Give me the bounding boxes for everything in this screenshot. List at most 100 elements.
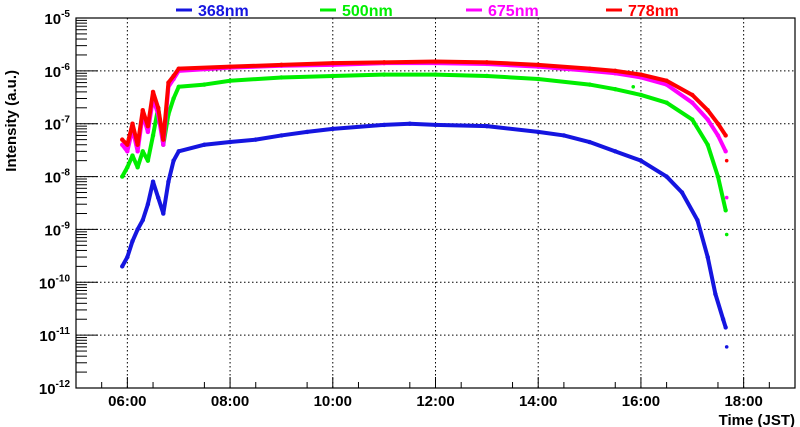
data-point-368nm xyxy=(536,129,541,135)
data-point-368nm xyxy=(330,126,335,132)
data-point-368nm xyxy=(202,142,207,147)
data-point-500nm xyxy=(715,174,721,179)
data-point-778nm xyxy=(145,123,151,129)
data-point-500nm xyxy=(330,73,335,79)
data-point-675nm xyxy=(690,100,695,105)
x-tick-label: 18:00 xyxy=(724,393,762,410)
data-point-778nm xyxy=(161,137,166,142)
data-point-500nm xyxy=(140,149,145,154)
x-axis-label: Time (JST) xyxy=(719,412,795,427)
y-tick-exponent: -10 xyxy=(56,273,71,284)
data-point-368nm xyxy=(561,133,567,138)
data-point-500nm xyxy=(120,174,125,179)
data-point-778nm xyxy=(135,142,140,147)
x-tick-label: 12:00 xyxy=(416,393,454,410)
data-point-368nm xyxy=(705,254,710,260)
data-point-500nm xyxy=(125,165,130,170)
y-tick-base: 10 xyxy=(44,170,61,187)
data-point-368nm xyxy=(171,158,176,163)
data-point-368nm xyxy=(145,202,151,207)
data-point-778nm xyxy=(171,73,176,79)
data-point-778nm xyxy=(120,137,125,142)
data-point-368nm xyxy=(679,190,685,195)
data-point-368nm xyxy=(713,291,718,297)
data-point-368nm xyxy=(130,238,135,244)
data-point-675nm xyxy=(145,129,151,135)
x-tick-label: 08:00 xyxy=(211,393,249,410)
data-point-368nm xyxy=(166,179,171,184)
data-point-675nm xyxy=(161,142,166,147)
data-point-368nm xyxy=(433,122,438,128)
y-axis-label: Intensity (a.u.) xyxy=(3,70,20,172)
data-point-500nm xyxy=(279,75,284,80)
legend-label-675nm: 675nm xyxy=(488,3,539,20)
data-point-368nm xyxy=(155,195,161,200)
y-tick-base: 10 xyxy=(39,381,56,398)
y-tick-label: 10-10 xyxy=(39,273,71,292)
data-point-500nm xyxy=(202,82,207,87)
data-point-368nm xyxy=(695,217,700,223)
data-point-500nm xyxy=(587,82,592,87)
data-point-675nm xyxy=(705,117,710,122)
data-point-778nm xyxy=(130,121,135,126)
y-tick-base: 10 xyxy=(44,64,61,81)
data-point-368nm xyxy=(125,254,130,260)
data-point-500nm xyxy=(433,72,438,77)
data-point-778nm xyxy=(433,59,438,64)
data-point-500nm xyxy=(484,73,490,79)
y-tick-base: 10 xyxy=(44,11,61,28)
data-point-368nm xyxy=(613,149,618,154)
data-point-368nm xyxy=(587,139,592,145)
y-tick-exponent: -6 xyxy=(61,62,70,73)
data-point-778nm xyxy=(664,78,669,83)
data-point-778nm xyxy=(330,60,335,66)
legend: 368nm 500nm 675nm 778nm xyxy=(176,3,679,20)
data-point-778nm xyxy=(227,64,233,69)
x-tick-label: 16:00 xyxy=(622,393,660,410)
y-tick-exponent: -9 xyxy=(61,220,70,231)
data-point-778nm xyxy=(705,108,710,113)
data-point-368nm xyxy=(407,121,413,126)
data-point-778nm xyxy=(638,72,644,77)
legend-label-778nm: 778nm xyxy=(628,3,679,20)
data-point-368nm xyxy=(150,179,156,184)
data-point-500nm xyxy=(536,76,541,82)
data-point-778nm xyxy=(279,62,284,68)
data-point-778nm xyxy=(125,142,130,147)
data-point-500nm xyxy=(150,133,156,138)
data-point-368nm xyxy=(120,264,125,269)
y-tick-label: 10-11 xyxy=(39,326,70,345)
y-tick-exponent: -11 xyxy=(56,326,70,337)
data-point-675nm xyxy=(723,149,728,154)
outlier-point-500nm xyxy=(724,232,729,237)
data-point-368nm xyxy=(723,325,728,330)
data-point-500nm xyxy=(171,96,176,101)
data-point-778nm xyxy=(536,62,541,68)
data-point-500nm xyxy=(381,72,387,77)
data-point-368nm xyxy=(664,174,669,179)
data-point-368nm xyxy=(484,123,490,129)
data-point-500nm xyxy=(227,78,233,83)
data-point-500nm xyxy=(145,158,151,163)
data-point-675nm xyxy=(125,149,130,154)
data-point-778nm xyxy=(140,108,145,113)
data-point-368nm xyxy=(279,133,284,138)
x-tick-label: 10:00 xyxy=(314,393,352,410)
data-point-500nm xyxy=(613,86,618,92)
y-tick-base: 10 xyxy=(39,328,56,345)
data-point-778nm xyxy=(166,80,171,85)
y-tick-base: 10 xyxy=(44,222,61,239)
data-point-778nm xyxy=(381,60,387,65)
data-point-368nm xyxy=(638,158,644,163)
data-point-778nm xyxy=(715,121,721,126)
ticks: 06:00 08:00 10:00 12:00 14:00 16:00 18:0010-51… xyxy=(39,9,770,410)
data-point-778nm xyxy=(723,133,728,138)
series-line-368nm xyxy=(120,121,728,329)
data-point-368nm xyxy=(381,122,387,128)
y-tick-label: 10-12 xyxy=(39,379,71,398)
data-point-368nm xyxy=(135,227,140,232)
data-point-368nm xyxy=(227,139,233,145)
y-tick-label: 10-7 xyxy=(44,115,70,134)
data-point-778nm xyxy=(690,92,695,98)
